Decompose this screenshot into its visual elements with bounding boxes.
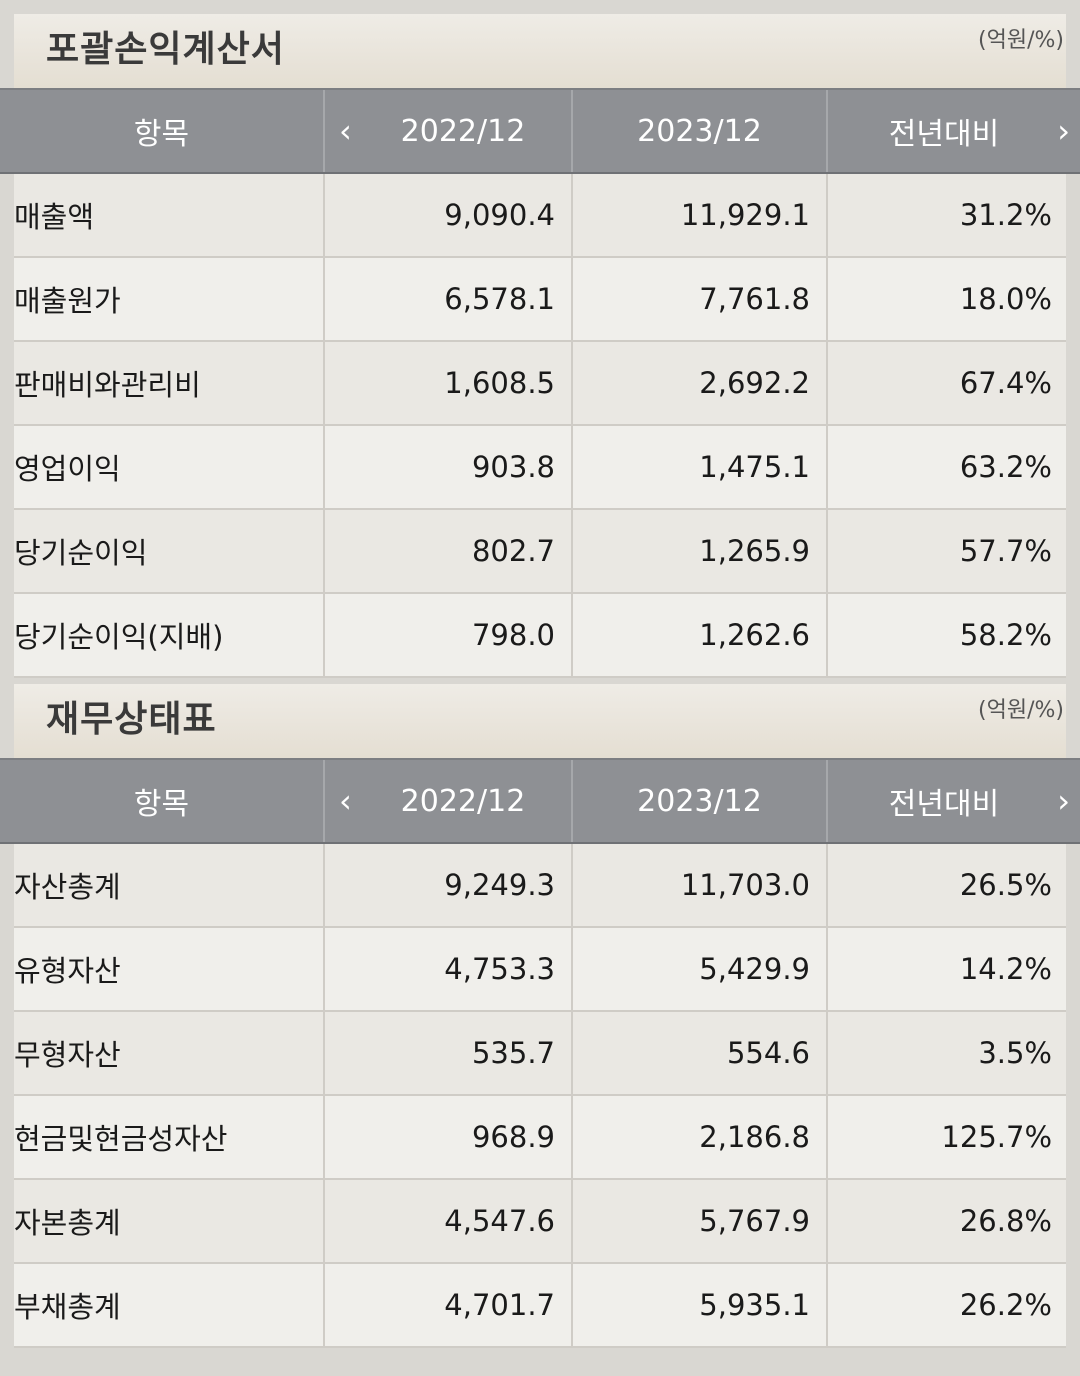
value-2022: 968.9 [325,1096,573,1178]
value-2022: 802.7 [325,510,573,592]
chevron-right-icon[interactable]: › [1057,782,1070,820]
balance-table-header: 항목 ‹ 2022/12 2023/12 전년대비 › [0,758,1080,844]
table-row: 부채총계 4,701.7 5,935.1 26.2% [14,1264,1066,1348]
row-label: 무형자산 [14,1012,325,1094]
value-yoy: 58.2% [959,618,1052,652]
income-unit-label: (억원/%) [978,28,1064,53]
value-yoy: 26.2% [959,1288,1052,1322]
value-2022: 903.8 [325,426,573,508]
value-yoy: 26.5% [959,868,1052,902]
chevron-right-icon[interactable]: › [1057,112,1070,150]
row-label: 영업이익 [14,426,325,508]
chevron-left-icon[interactable]: ‹ [339,782,352,820]
income-section-header: 포괄손익계산서 (억원/%) [14,14,1066,88]
value-2022: 535.7 [325,1012,573,1094]
table-row: 유형자산 4,753.3 5,429.9 14.2% [14,928,1066,1012]
balance-unit-label: (억원/%) [978,698,1064,723]
table-row: 무형자산 535.7 554.6 3.5% [14,1012,1066,1096]
value-2022: 798.0 [325,594,573,676]
value-yoy: 31.2% [959,198,1052,232]
header-item: 항목 [0,760,325,842]
income-table-header: 항목 ‹ 2022/12 2023/12 전년대비 › [0,88,1080,174]
row-label: 유형자산 [14,928,325,1010]
table-row: 당기순이익 802.7 1,265.9 57.7% [14,510,1066,594]
value-2022: 9,090.4 [325,174,573,256]
row-label: 매출액 [14,174,325,256]
value-2023: 2,186.8 [573,1096,828,1178]
value-2022: 4,701.7 [325,1264,573,1346]
header-yoy: 전년대비 › [888,782,1070,822]
value-yoy: 14.2% [959,952,1052,986]
table-row: 영업이익 903.8 1,475.1 63.2% [14,426,1066,510]
table-row: 매출원가 6,578.1 7,761.8 18.0% [14,258,1066,342]
row-label: 판매비와관리비 [14,342,325,424]
value-yoy: 3.5% [978,1036,1052,1070]
value-yoy: 63.2% [959,450,1052,484]
row-label: 부채총계 [14,1264,325,1346]
value-yoy: 57.7% [959,534,1052,568]
table-row: 매출액 9,090.4 11,929.1 31.2% [14,174,1066,258]
table-row: 자산총계 9,249.3 11,703.0 26.5% [14,844,1066,928]
row-label: 자본총계 [14,1180,325,1262]
value-2022: 1,608.5 [325,342,573,424]
header-item: 항목 [0,90,325,172]
row-label: 현금및현금성자산 [14,1096,325,1178]
value-2023: 554.6 [573,1012,828,1094]
balance-section-header: 재무상태표 (억원/%) [14,684,1066,758]
table-row: 자본총계 4,547.6 5,767.9 26.8% [14,1180,1066,1264]
header-2022: ‹ 2022/12 [325,90,573,172]
value-2023: 1,265.9 [573,510,828,592]
value-2023: 1,262.6 [573,594,828,676]
value-2023: 11,703.0 [573,844,828,926]
value-yoy: 18.0% [959,282,1052,316]
table-row: 현금및현금성자산 968.9 2,186.8 125.7% [14,1096,1066,1180]
table-row: 판매비와관리비 1,608.5 2,692.2 67.4% [14,342,1066,426]
value-yoy: 125.7% [941,1120,1052,1154]
value-2023: 11,929.1 [573,174,828,256]
row-label: 자산총계 [14,844,325,926]
value-2023: 5,767.9 [573,1180,828,1262]
income-table-body: 매출액 9,090.4 11,929.1 31.2% 매출원가 6,578.1 7,761.… [14,174,1066,678]
value-2022: 4,547.6 [325,1180,573,1262]
row-label: 매출원가 [14,258,325,340]
value-2023: 7,761.8 [573,258,828,340]
balance-table-body: 자산총계 9,249.3 11,703.0 26.5% 유형자산 4,753.3 5,429… [14,844,1066,1348]
value-2022: 9,249.3 [325,844,573,926]
value-yoy: 26.8% [959,1204,1052,1238]
header-2022: ‹ 2022/12 [325,760,573,842]
header-yoy: 전년대비 › [888,112,1070,152]
financial-summary-page: 포괄손익계산서 (억원/%) 항목 ‹ 2022/12 2023/12 전년대비… [0,14,1080,1376]
value-2023: 5,935.1 [573,1264,828,1346]
header-2023: 2023/12 [573,90,828,172]
table-row: 당기순이익(지배) 798.0 1,262.6 58.2% [14,594,1066,678]
value-2022: 6,578.1 [325,258,573,340]
row-label: 당기순이익 [14,510,325,592]
value-2023: 2,692.2 [573,342,828,424]
value-yoy: 67.4% [959,366,1052,400]
balance-section-title: 재무상태표 [46,699,217,740]
income-section-title: 포괄손익계산서 [46,29,285,70]
value-2023: 1,475.1 [573,426,828,508]
value-2022: 4,753.3 [325,928,573,1010]
header-2023: 2023/12 [573,760,828,842]
value-2023: 5,429.9 [573,928,828,1010]
row-label: 당기순이익(지배) [14,594,325,676]
chevron-left-icon[interactable]: ‹ [339,112,352,150]
